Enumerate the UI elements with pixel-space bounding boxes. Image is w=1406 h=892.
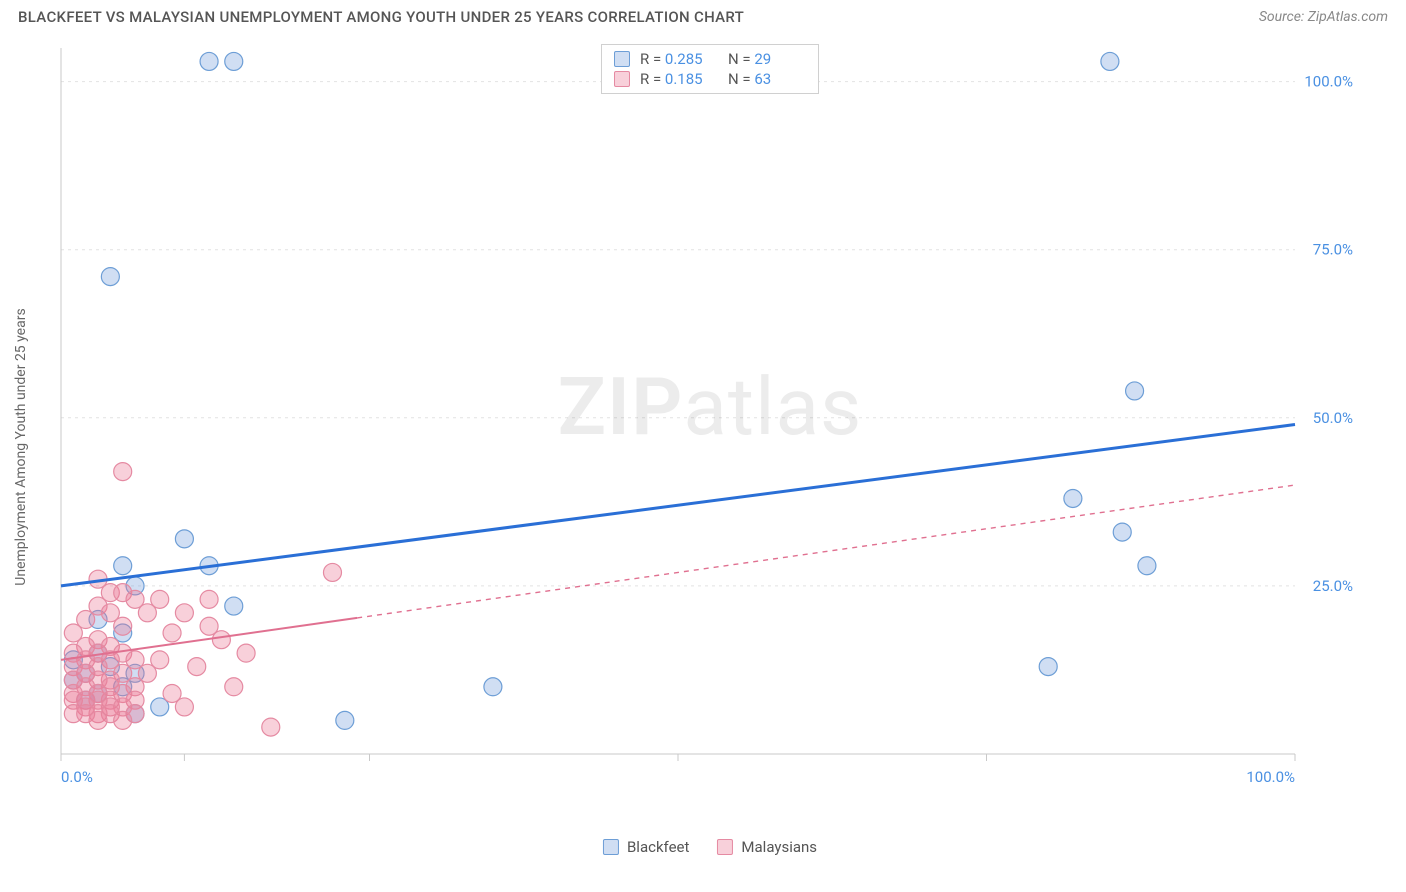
data-point [262,718,280,736]
series-name: Malaysians [741,838,817,856]
svg-text:100.0%: 100.0% [1304,73,1353,91]
data-point [1101,52,1119,70]
data-point [188,658,206,676]
data-point [323,563,341,581]
data-point [200,590,218,608]
n-stat: N = 63 [728,70,806,88]
source-label: Source: [1259,9,1304,25]
data-point [163,624,181,642]
svg-text:25.0%: 25.0% [1313,577,1353,595]
data-point [484,678,502,696]
svg-text:0.0%: 0.0% [61,768,93,786]
legend-swatch [614,71,630,87]
series-name: Blackfeet [627,838,689,856]
data-point [1126,382,1144,400]
svg-text:100.0%: 100.0% [1246,768,1295,786]
n-stat: N = 29 [728,50,806,68]
data-point [200,52,218,70]
source-link[interactable]: ZipAtlas.com [1308,9,1388,25]
data-point [212,631,230,649]
svg-text:50.0%: 50.0% [1313,409,1353,427]
legend-swatch [614,51,630,67]
correlation-legend: R = 0.285 N = 29 R = 0.185 N = 63 [601,44,819,94]
series-legend: Blackfeet Malaysians [603,838,817,856]
data-point [336,711,354,729]
legend-swatch [603,839,619,855]
data-point [175,604,193,622]
y-axis-label: Unemployment Among Youth under 25 years [13,308,29,585]
chart-area: Unemployment Among Youth under 25 years … [35,42,1385,852]
legend-swatch [717,839,733,855]
data-point [114,617,132,635]
legend-row: R = 0.185 N = 63 [614,69,806,89]
data-point [114,463,132,481]
r-stat: R = 0.185 [640,70,718,88]
data-point [237,644,255,662]
series-legend-item: Malaysians [717,838,817,856]
data-point [138,664,156,682]
title-bar: BLACKFEET VS MALAYSIAN UNEMPLOYMENT AMON… [0,0,1406,28]
data-point [225,52,243,70]
data-point [175,530,193,548]
chart-title: BLACKFEET VS MALAYSIAN UNEMPLOYMENT AMON… [18,8,744,26]
data-point [225,678,243,696]
data-point [101,268,119,286]
data-point [1064,489,1082,507]
data-point [175,698,193,716]
svg-text:75.0%: 75.0% [1313,241,1353,259]
data-point [114,557,132,575]
legend-row: R = 0.285 N = 29 [614,49,806,69]
data-point [1138,557,1156,575]
data-point [114,711,132,729]
series-legend-item: Blackfeet [603,838,689,856]
data-point [1039,658,1057,676]
plot: 0.0%100.0%25.0%50.0%75.0%100.0% ZIPatlas… [55,42,1365,802]
data-point [1113,523,1131,541]
scatter-plot: 0.0% 100.0% 25.0% 50.0% 75.0% 100.0% [55,42,1365,802]
r-stat: R = 0.285 [640,50,718,68]
source: Source: ZipAtlas.com [1259,9,1388,25]
data-point [89,711,107,729]
data-point [138,604,156,622]
data-point [225,597,243,615]
